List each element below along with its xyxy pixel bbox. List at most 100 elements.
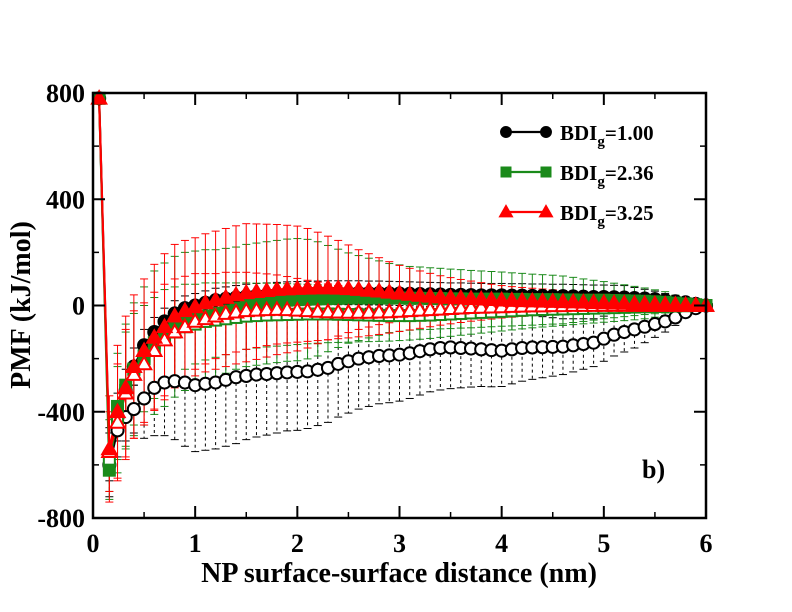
series-3-filled-line (98, 98, 707, 450)
data-point (124, 357, 143, 373)
data-point (462, 289, 480, 305)
data-point (431, 287, 450, 304)
data-point (390, 284, 409, 300)
legend: BDIg=1.00 BDIg=2.36 BDIg=3.25 (498, 121, 654, 230)
legend-label: BDIg=1.00 (560, 121, 654, 150)
data-point (308, 302, 327, 318)
y-tick-label: 400 (46, 185, 85, 214)
series-2-filled-line (98, 98, 707, 471)
plot-area (90, 89, 715, 503)
data-point (503, 291, 521, 307)
series-1-open-markers (102, 298, 714, 472)
x-tick-label: 4 (495, 529, 508, 558)
data-point (100, 439, 119, 456)
data-point (635, 294, 654, 311)
data-point (421, 287, 440, 303)
data-point (126, 402, 141, 417)
data-point (574, 293, 593, 309)
data-point (370, 281, 388, 298)
data-point (329, 279, 348, 295)
legend-entry-2: BDIg=2.36 (500, 161, 654, 190)
legend-marker (540, 166, 552, 178)
data-point (686, 296, 705, 312)
data-point (441, 288, 460, 304)
data-point (135, 341, 153, 358)
data-point (108, 402, 127, 419)
x-tick-label: 0 (87, 529, 100, 558)
data-point (137, 391, 152, 406)
legend-label: BDIg=3.25 (560, 201, 654, 230)
legend-entry-3: BDIg=3.25 (498, 201, 654, 230)
data-point (308, 278, 327, 295)
data-point (584, 293, 603, 309)
y-tick-label: 0 (72, 292, 85, 321)
data-point (329, 302, 348, 319)
data-point (543, 292, 562, 308)
data-point (319, 302, 337, 319)
data-point (268, 300, 286, 316)
data-point (605, 293, 623, 310)
data-point (359, 281, 378, 297)
data-point (594, 293, 613, 310)
data-point (523, 291, 542, 308)
data-point (656, 295, 675, 311)
x-tick-label: 3 (393, 529, 406, 558)
data-point (278, 300, 296, 317)
data-point (145, 341, 164, 358)
data-point (492, 291, 511, 307)
data-point (533, 292, 552, 308)
data-point (339, 303, 358, 319)
x-tick-label: 6 (700, 529, 713, 558)
data-point (124, 365, 143, 381)
data-point (451, 288, 470, 305)
data-point (116, 378, 135, 395)
legend-marker (500, 126, 512, 138)
data-point (145, 328, 164, 344)
data-point (676, 295, 695, 312)
data-point (513, 291, 531, 308)
y-tick-label: 800 (46, 79, 85, 108)
data-point (615, 294, 634, 310)
legend-marker (538, 204, 554, 218)
data-point (349, 303, 368, 319)
y-axis-label: PMF (kJ/mol) (6, 221, 37, 389)
legend-marker (498, 204, 514, 218)
data-point (554, 292, 572, 309)
data-point (349, 280, 368, 296)
x-tick-label: 1 (189, 529, 202, 558)
data-point (155, 317, 174, 334)
series-3-filled-errorbars (105, 223, 710, 503)
data-point (625, 294, 644, 311)
legend-marker (540, 126, 552, 138)
legend-marker (500, 166, 512, 178)
data-point (411, 286, 429, 302)
data-point (472, 289, 491, 306)
data-point (646, 295, 664, 311)
data-point (135, 354, 153, 371)
panel-label: b) (642, 455, 665, 484)
data-point (298, 301, 317, 318)
legend-label: BDIg=2.36 (560, 161, 654, 190)
x-tick-label: 2 (291, 529, 304, 558)
data-point (339, 279, 358, 296)
series-2-filled-errorbars (105, 238, 710, 492)
data-point (482, 290, 501, 307)
axis-ticks: 0 1 2 3 4 5 6 -800 -400 0 400 800 (37, 79, 712, 558)
data-point (90, 89, 109, 105)
data-point (108, 413, 127, 429)
x-axis-label: NP surface-surface distance (nm) (201, 558, 597, 589)
data-point (102, 463, 116, 477)
legend-entry-1: BDIg=1.00 (500, 121, 654, 150)
series-3-filled-markers (90, 89, 715, 456)
data-point (400, 285, 419, 301)
x-tick-label: 5 (597, 529, 610, 558)
data-point (319, 278, 337, 295)
data-point (288, 301, 307, 317)
data-point (380, 283, 399, 299)
y-tick-label: -400 (37, 398, 85, 427)
data-point (564, 292, 583, 309)
data-point (666, 295, 685, 312)
series-3-open-markers (100, 296, 715, 458)
y-tick-label: -800 (37, 504, 85, 533)
